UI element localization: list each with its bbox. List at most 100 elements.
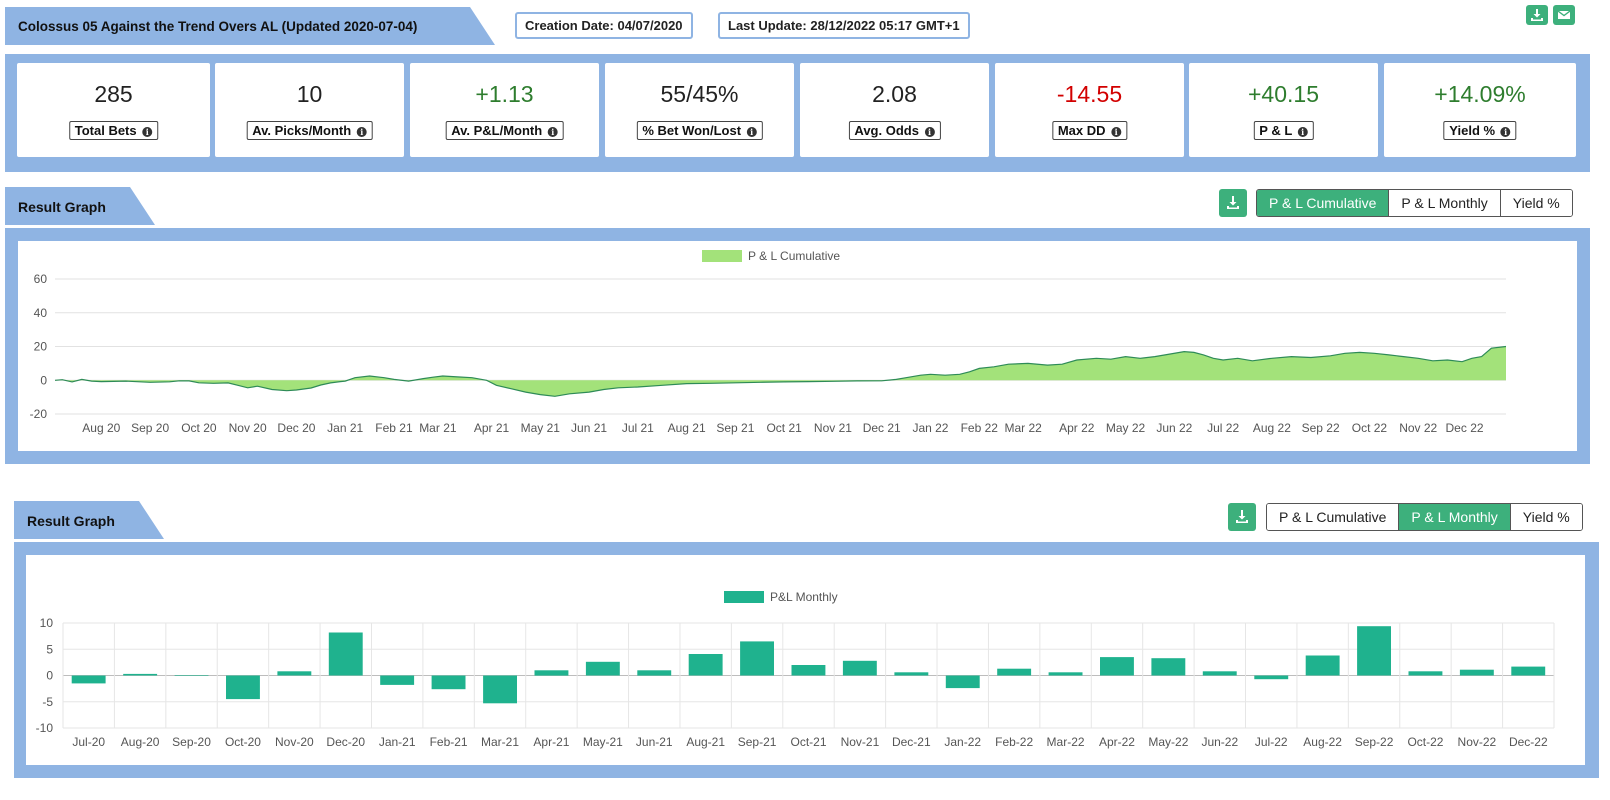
stat-label[interactable]: Avg. Odds i xyxy=(848,121,941,140)
bar xyxy=(637,670,672,676)
chart-area: 60 40 20 0 -20 Aug 20 Sep 20 Oct 20 Nov 20 Dec 20… xyxy=(18,241,1577,451)
x-tick-label: Nov 20 xyxy=(229,421,267,435)
section-title: Result Graph xyxy=(18,199,106,215)
x-tick-label: Feb-22 xyxy=(995,735,1033,749)
stat-value: 10 xyxy=(296,81,323,107)
bar xyxy=(1305,655,1340,676)
download-icon xyxy=(1227,196,1239,209)
info-icon: i xyxy=(142,127,153,137)
stat-label[interactable]: Total Bets i xyxy=(68,121,159,140)
x-tick-label: Nov 22 xyxy=(1399,421,1437,435)
stat-avg-odds: 2.08 Avg. Odds i xyxy=(800,63,989,157)
bar xyxy=(483,675,517,704)
x-tick-label: Nov-21 xyxy=(841,735,880,749)
x-tick-label: Mar 22 xyxy=(1004,421,1042,435)
y-tick-label: -5 xyxy=(42,695,53,709)
x-tick-label: Dec 21 xyxy=(863,421,901,435)
stat-yield: +14.09% Yield % i xyxy=(1384,63,1576,157)
x-tick-label: Mar-22 xyxy=(1047,735,1085,749)
creation-date: Creation Date: 04/07/2020 xyxy=(515,12,693,39)
x-tick-label: Jun-22 xyxy=(1201,735,1238,749)
cumulative-chart: 60 40 20 0 -20 Aug 20 Sep 20 Oct 20 Nov 20 Dec 20… xyxy=(30,249,1507,435)
bar xyxy=(585,661,620,676)
x-tick-label: Dec 22 xyxy=(1446,421,1484,435)
x-tick-label: Apr 22 xyxy=(1059,421,1095,435)
x-tick-label: Aug-21 xyxy=(686,735,725,749)
stat-label[interactable]: Av. P&L/Month i xyxy=(445,121,564,140)
bar xyxy=(431,675,466,690)
x-tick-label: Feb-21 xyxy=(430,735,468,749)
stat-label[interactable]: P & L i xyxy=(1253,121,1314,140)
result-graph-tab: Result Graph xyxy=(14,501,164,539)
x-tick-label: Sep 21 xyxy=(716,421,754,435)
bar xyxy=(123,673,158,676)
bar xyxy=(1151,658,1186,676)
x-tick-label: Apr 21 xyxy=(474,421,510,435)
chart-panel: 10 5 0 -5 -10 Jul-20 Aug-20 Sep-20 Oct-20 Nov-20 D… xyxy=(14,542,1599,778)
email-button[interactable] xyxy=(1553,5,1575,25)
x-tick-label: Oct-22 xyxy=(1407,735,1443,749)
x-tick-label: Sep-22 xyxy=(1355,735,1394,749)
info-icon: i xyxy=(924,127,935,137)
stat-label[interactable]: % Bet Won/Lost i xyxy=(636,121,763,140)
stat-label[interactable]: Max DD i xyxy=(1051,121,1128,140)
x-tick-label: May-21 xyxy=(583,735,623,749)
x-tick-label: Jul-20 xyxy=(72,735,105,749)
stat-av-pl: +1.13 Av. P&L/Month i xyxy=(410,63,599,157)
y-tick-label: 40 xyxy=(34,306,48,320)
tab-yield[interactable]: Yield % xyxy=(1509,504,1582,530)
x-tick-label: Apr-21 xyxy=(533,735,569,749)
x-tick-label: Aug 21 xyxy=(668,421,706,435)
tab-pl-cumulative[interactable]: P & L Cumulative xyxy=(1257,190,1389,216)
stat-label[interactable]: Av. Picks/Month i xyxy=(246,121,373,140)
bar xyxy=(1357,626,1391,676)
download-icon xyxy=(1236,510,1248,523)
tab-pl-cumulative[interactable]: P & L Cumulative xyxy=(1267,504,1399,530)
x-tick-label: Apr-22 xyxy=(1099,735,1135,749)
stat-label[interactable]: Yield % i xyxy=(1443,121,1517,140)
info-icon: i xyxy=(356,127,367,137)
graph-download-button[interactable] xyxy=(1219,189,1247,217)
chart-area: 10 5 0 -5 -10 Jul-20 Aug-20 Sep-20 Oct-20 Nov-20 D… xyxy=(26,555,1585,765)
x-tick-label: Oct 20 xyxy=(181,421,217,435)
download-button[interactable] xyxy=(1526,5,1548,25)
x-tick-label: Jun-21 xyxy=(636,735,673,749)
last-update: Last Update: 28/12/2022 05:17 GMT+1 xyxy=(718,12,970,39)
y-tick-label: 60 xyxy=(34,272,48,286)
bar xyxy=(1511,666,1546,676)
legend-swatch xyxy=(702,250,742,262)
graph-mode-toggle[interactable]: P & L Cumulative P & L Monthly Yield % xyxy=(1266,503,1583,531)
stat-value: 55/45% xyxy=(660,81,739,107)
bar xyxy=(1100,657,1134,676)
x-tick-label: Sep 22 xyxy=(1302,421,1340,435)
x-tick-label: Mar 21 xyxy=(419,421,457,435)
x-tick-label: May-22 xyxy=(1148,735,1188,749)
x-tick-label: Dec-20 xyxy=(326,735,365,749)
legend-label: P & L Cumulative xyxy=(748,249,840,263)
x-tick-label: Oct 21 xyxy=(766,421,802,435)
bar xyxy=(277,671,312,676)
x-tick-label: Aug-22 xyxy=(1303,735,1342,749)
x-tick-label: Jan 22 xyxy=(912,421,948,435)
graph-mode-toggle[interactable]: P & L Cumulative P & L Monthly Yield % xyxy=(1256,189,1573,217)
y-tick-label: 20 xyxy=(34,340,48,354)
graph-download-button[interactable] xyxy=(1228,503,1256,531)
stat-value: +1.13 xyxy=(475,81,534,107)
tab-yield[interactable]: Yield % xyxy=(1499,190,1572,216)
monthly-chart: 10 5 0 -5 -10 Jul-20 Aug-20 Sep-20 Oct-20 Nov-20 D… xyxy=(36,590,1555,749)
x-tick-label: Oct 22 xyxy=(1352,421,1388,435)
x-tick-label: Mar-21 xyxy=(481,735,519,749)
stat-total-bets: 285 Total Bets i xyxy=(17,63,210,157)
x-tick-label: Jan-21 xyxy=(379,735,416,749)
stat-value: +40.15 xyxy=(1248,81,1319,107)
x-tick-label: Dec 20 xyxy=(277,421,315,435)
info-icon: i xyxy=(547,127,558,137)
bar xyxy=(894,672,929,676)
result-graph-tab: Result Graph xyxy=(5,187,155,225)
tab-pl-monthly[interactable]: P & L Monthly xyxy=(1398,504,1510,530)
tab-pl-monthly[interactable]: P & L Monthly xyxy=(1388,190,1500,216)
x-tick-label: Oct-20 xyxy=(225,735,261,749)
x-tick-label: Sep 20 xyxy=(131,421,169,435)
y-tick-label: -20 xyxy=(30,407,48,421)
x-tick-label: Aug 20 xyxy=(82,421,120,435)
